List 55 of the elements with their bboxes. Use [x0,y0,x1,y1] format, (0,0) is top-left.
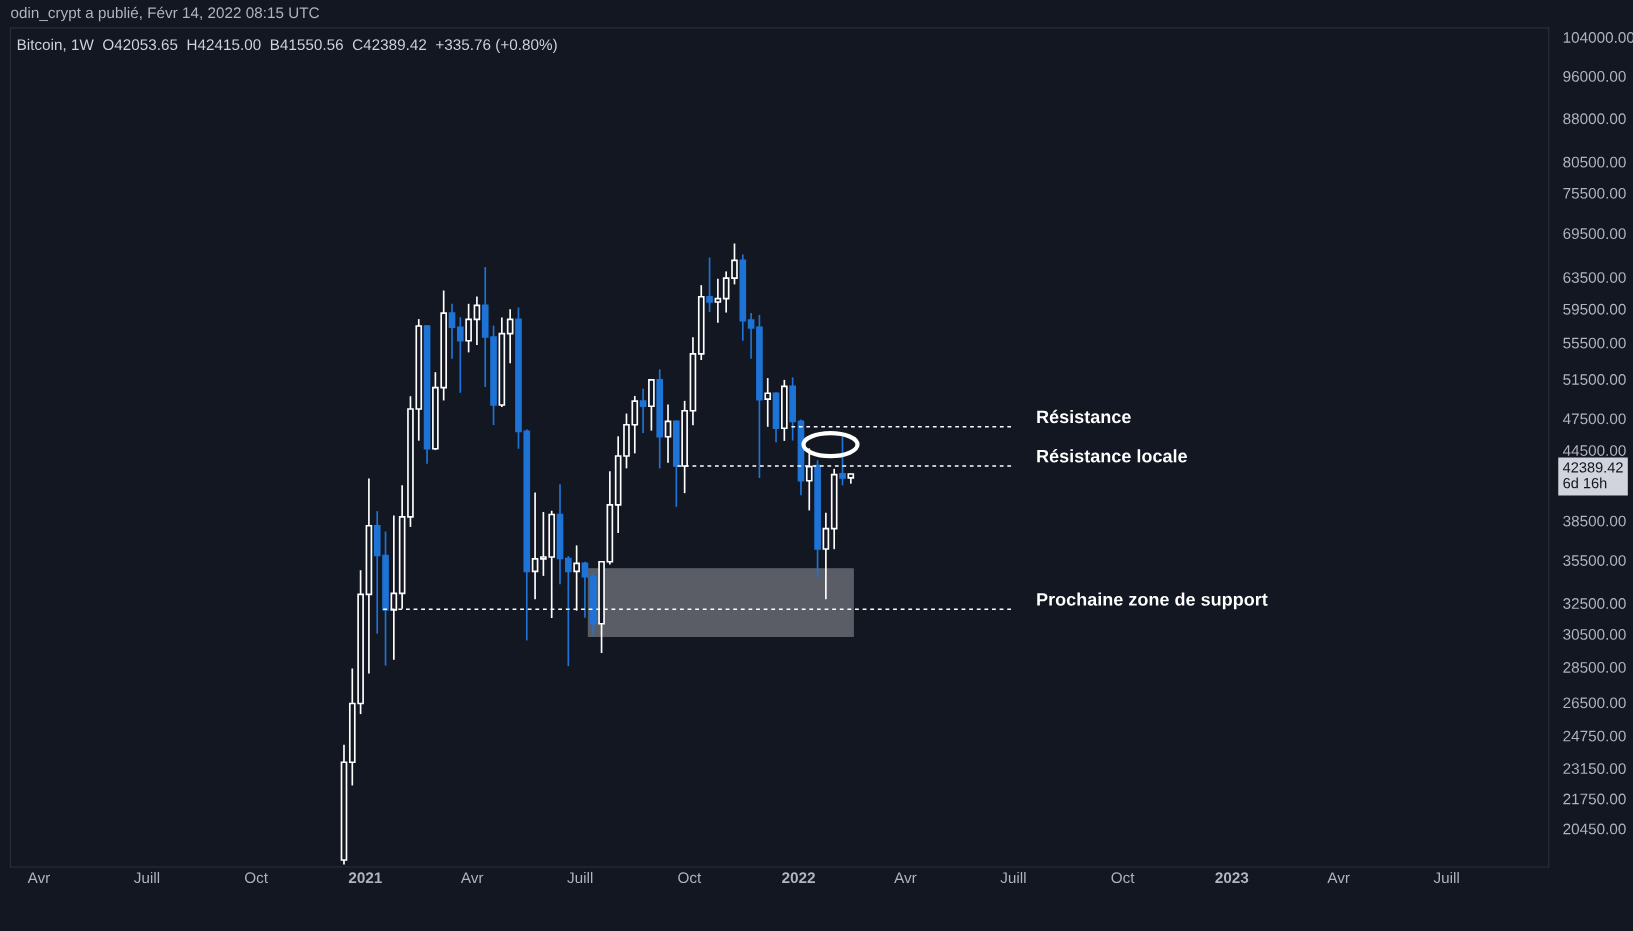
x-tick-label: Avr [1327,872,1350,883]
candlestick [564,555,572,667]
candlestick [839,435,846,487]
x-tick-label: 2022 [782,872,815,884]
y-tick-label: 59500.00 [1563,303,1626,315]
y-tick-label: 30500.00 [1563,629,1626,640]
y-tick-label: 44500.00 [1562,445,1626,456]
candlestick [456,316,464,394]
y-tick-label: 55500.00 [1563,337,1626,349]
x-tick-label: Juill [567,871,593,884]
x-tick-label: Avr [894,872,917,883]
candlestick [706,256,713,313]
y-tick-label: 35500.00 [1563,555,1626,566]
candlestick [764,377,772,428]
candlestick [664,403,672,464]
y-tick-label: 23150.00 [1563,763,1626,775]
y-tick-label: 47500.00 [1562,413,1626,425]
y-tick-label: 63500.00 [1563,272,1626,283]
y-tick-label: 28500.00 [1563,662,1626,673]
y-tick-label: 42389.42 6d 16h [1562,462,1623,489]
candlestick [747,312,755,360]
candlestick [506,308,514,364]
y-tick-label: 38500.00 [1563,515,1626,527]
x-tick-label: Juill [134,871,160,884]
series-label: Prochaine zone de support [1037,592,1268,610]
series-label: Résistance [1037,409,1131,424]
text: Bitcoin, 1W O42053.65 H42415.00 B41550.56 C42389.42 +335.76 (+0.80%) [17,38,557,54]
y-tick-label: 51500.00 [1563,374,1626,385]
candlestick [448,302,456,360]
chart-title: odin_crypt a publié, Févr 14, 2022 08:15 UTC [11,6,319,22]
y-tick-label: 32500.00 [1563,598,1626,609]
candlestick [531,491,539,601]
candlestick [465,302,472,354]
x-tick-label: 2023 [1215,872,1249,884]
y-tick-label: 75500.00 [1563,187,1626,199]
y-tick-label: 21750.00 [1563,793,1626,805]
y-tick-label: 96000.00 [1563,71,1626,82]
y-tick-label: 24750.00 [1563,730,1626,742]
y-tick-label: 80500.00 [1563,156,1626,168]
candlestick [714,277,722,324]
candlestick [822,511,830,601]
x-tick-label: Oct [1111,872,1135,884]
x-tick-label: 2021 [348,872,382,884]
y-tick-label: 20450.00 [1563,823,1626,835]
y-tick-label: 69500.00 [1563,228,1626,240]
series-label: Résistance locale [1037,449,1187,463]
x-tick-label: Avr [460,872,484,883]
candlestick [639,387,647,434]
x-tick-label: Avr [27,872,51,883]
x-tick-label: Oct [244,872,268,884]
y-tick-label: 26500.00 [1563,697,1626,709]
x-tick-label: Juill [1433,871,1459,884]
y-tick-label: 88000.00 [1563,113,1626,125]
x-tick-label: Oct [678,872,702,884]
x-tick-label: Juill [1000,871,1026,884]
